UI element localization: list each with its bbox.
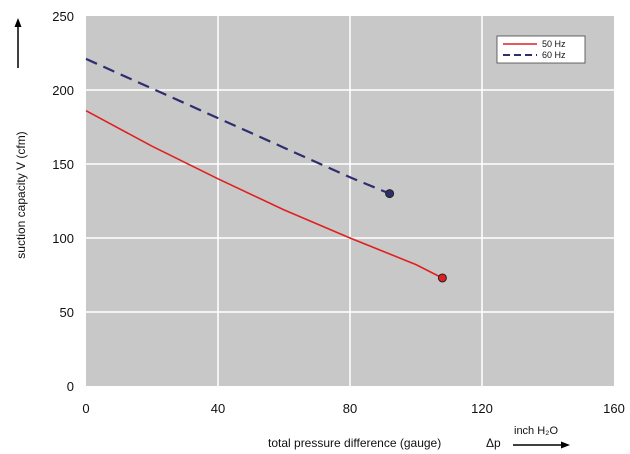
x-tick-label: 160 (603, 401, 625, 416)
series-layer (85, 57, 447, 283)
y-tick-label: 50 (60, 305, 74, 320)
x-axis-title: total pressure difference (gauge) Δp inc… (268, 425, 570, 450)
x-axis-symbol: Δp (486, 436, 501, 450)
x-tick-label: 40 (211, 401, 225, 416)
y-tick-labels: 0 50 100 150 200 250 (52, 9, 74, 394)
y-tick-label: 200 (52, 83, 74, 98)
x-axis-unit: inch H₂O (514, 425, 558, 437)
grid-lines (86, 16, 614, 386)
y-tick-label: 150 (52, 157, 74, 172)
y-tick-label: 100 (52, 231, 74, 246)
y-tick-label: 250 (52, 9, 74, 24)
x-tick-label: 80 (343, 401, 357, 416)
y-axis-label: suction capacity V (cfm) (14, 131, 28, 258)
x-axis-label: total pressure difference (gauge) (268, 436, 441, 450)
series-line-50hz (85, 109, 443, 279)
series-endpoint-60hz (385, 189, 395, 199)
x-axis-arrow-head (561, 441, 570, 449)
y-axis-title: suction capacity V (cfm) (14, 18, 28, 259)
x-tick-labels: 0 40 80 120 160 (82, 401, 624, 416)
y-tick-label: 0 (67, 379, 74, 394)
legend-label-50hz: 50 Hz (542, 39, 566, 49)
series-line-60hz (85, 57, 391, 195)
x-tick-label: 120 (471, 401, 493, 416)
series-endpoint-50hz (437, 273, 447, 283)
y-axis-arrow-head (14, 18, 22, 27)
legend: 50 Hz 60 Hz (496, 35, 586, 64)
x-tick-label: 0 (82, 401, 89, 416)
legend-label-60hz: 60 Hz (542, 50, 566, 60)
legend-box (496, 35, 586, 64)
